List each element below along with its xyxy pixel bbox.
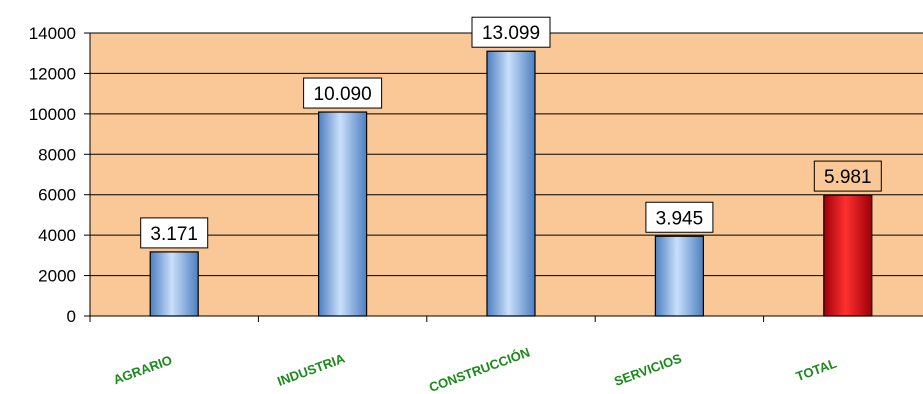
category-label: AGRARIO bbox=[111, 352, 174, 387]
data-label-box bbox=[140, 217, 209, 249]
bar-construcción bbox=[486, 50, 536, 317]
bars bbox=[149, 50, 873, 317]
x-axis bbox=[89, 315, 923, 322]
data-label: 10.090 bbox=[314, 84, 372, 105]
data-label-box bbox=[471, 16, 551, 48]
y-tick-label: 10000 bbox=[29, 105, 76, 124]
y-axis: 0 2000 4000 6000 8000 10000 12000 14000 bbox=[29, 24, 91, 326]
y-tick-label: 4000 bbox=[38, 226, 76, 245]
y-tick-label: 6000 bbox=[38, 186, 76, 205]
data-label: 13.099 bbox=[482, 23, 540, 44]
bar-total bbox=[823, 194, 873, 317]
data-label-box bbox=[813, 160, 882, 192]
y-tick-label: 12000 bbox=[29, 64, 76, 83]
category-label: SERVICIOS bbox=[612, 351, 684, 389]
data-label-box bbox=[303, 77, 383, 109]
y-tick-label: 14000 bbox=[29, 24, 76, 43]
bar-agrario bbox=[149, 251, 199, 317]
y-tick-label: 0 bbox=[67, 307, 76, 326]
data-label: 3.171 bbox=[150, 224, 198, 245]
category-labels: AGRARIO INDUSTRIA CONSTRUCCIÓN SERVICIOS TOT… bbox=[111, 345, 838, 394]
category-label: CONSTRUCCIÓN bbox=[427, 345, 532, 394]
data-label: 3.945 bbox=[656, 208, 704, 229]
y-tick-label: 8000 bbox=[38, 145, 76, 164]
data-label: 5.981 bbox=[824, 167, 872, 188]
bar-servicios bbox=[654, 235, 705, 317]
y-tick-label: 2000 bbox=[38, 267, 76, 286]
category-label: INDUSTRIA bbox=[275, 350, 347, 389]
bar-industria bbox=[318, 111, 368, 317]
category-label: TOTAL bbox=[794, 356, 839, 385]
data-label-box bbox=[645, 201, 714, 233]
data-labels: 3.171 10.090 13.099 3.945 5.981 bbox=[140, 16, 882, 249]
